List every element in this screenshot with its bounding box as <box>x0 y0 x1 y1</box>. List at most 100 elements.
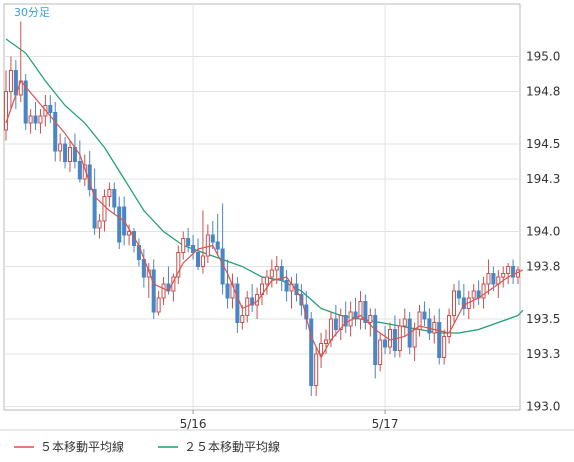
candle-body <box>112 189 117 208</box>
candle-body <box>269 269 274 278</box>
candle <box>48 95 53 123</box>
candle <box>102 189 107 232</box>
legend: ５本移動平均線 ２５本移動平均線 <box>14 439 280 454</box>
candle-body <box>205 234 210 257</box>
candle-body <box>67 147 73 162</box>
candle <box>200 210 205 274</box>
legend-label-ma25: ２５本移動平均線 <box>184 439 280 454</box>
y-tick-label: 195.0 <box>526 50 560 64</box>
candle <box>117 196 122 249</box>
candle-body <box>323 339 329 344</box>
candle <box>156 291 161 316</box>
candle <box>363 294 368 330</box>
candle <box>38 109 43 134</box>
x-tick-label: 5/17 <box>372 417 399 431</box>
candle-body <box>117 206 122 243</box>
candle-body <box>161 283 166 299</box>
candle-body <box>151 269 156 313</box>
candle-body <box>309 318 314 386</box>
candle-body <box>447 315 452 337</box>
candle-body <box>328 318 333 341</box>
candle-body <box>378 339 383 365</box>
candle <box>250 284 255 312</box>
candle-body <box>131 231 137 246</box>
candle <box>195 238 201 270</box>
candle-body <box>402 318 407 327</box>
candle-body <box>92 189 97 229</box>
candle <box>319 333 324 368</box>
candle <box>3 70 9 141</box>
candle-body <box>383 339 388 348</box>
candle <box>53 102 58 162</box>
candle-body <box>77 161 82 180</box>
candle-body <box>387 329 393 348</box>
candle <box>368 308 373 337</box>
candle-body <box>181 238 186 253</box>
candle <box>28 109 33 134</box>
candle-body <box>319 343 324 355</box>
candle-body <box>210 234 215 243</box>
candle <box>112 182 117 214</box>
candle-body <box>33 115 38 124</box>
candle-body <box>437 322 442 358</box>
candle <box>451 284 457 323</box>
timeframe-label: 30分足 <box>14 6 50 19</box>
candle <box>511 259 516 284</box>
candle <box>33 102 38 130</box>
candle-body <box>23 80 28 124</box>
candle-body <box>363 301 368 323</box>
candle-body <box>417 311 422 330</box>
candle-body <box>107 189 112 197</box>
candles <box>3 21 521 396</box>
y-tick-label: 193.3 <box>526 347 560 361</box>
candle <box>373 308 378 379</box>
candle-body <box>186 238 191 246</box>
candle <box>97 214 102 239</box>
candle-body <box>343 315 348 327</box>
candle <box>471 284 476 309</box>
candle <box>58 133 63 162</box>
candle <box>264 270 269 295</box>
candle <box>392 315 397 358</box>
candle <box>161 277 166 305</box>
candle <box>181 231 186 260</box>
candle <box>63 137 68 169</box>
y-tick-label: 193.0 <box>526 400 560 414</box>
candle-body <box>58 143 63 152</box>
y-tick-label: 194.3 <box>526 172 560 186</box>
candle-body <box>432 322 437 334</box>
candle <box>176 245 181 284</box>
candle-body <box>48 105 53 113</box>
candle <box>235 277 240 333</box>
candle <box>486 259 491 295</box>
candle-body <box>338 315 343 330</box>
y-tick-label: 194.0 <box>526 225 560 239</box>
candle-body <box>358 301 363 320</box>
x-axis-ticks: 5/16 5/17 <box>180 410 399 431</box>
candle-body <box>195 252 201 267</box>
candle-body <box>422 311 427 320</box>
candle-body <box>392 329 397 351</box>
y-tick-label: 194.8 <box>526 85 560 99</box>
candle <box>437 308 442 365</box>
candle <box>92 168 97 235</box>
candle <box>186 228 191 253</box>
candle <box>205 224 210 263</box>
y-axis-ticks: 195.0 194.8 194.5 194.3 194.0 193.8 193.5 193.3… <box>526 50 560 414</box>
candle <box>417 305 422 337</box>
candle-body <box>353 311 358 320</box>
candle-body <box>427 318 432 334</box>
candle-body <box>373 315 378 365</box>
candle-body <box>225 283 230 299</box>
candle <box>8 56 13 109</box>
x-tick-label: 5/16 <box>180 417 207 431</box>
candle-body <box>8 70 13 92</box>
candle-body <box>451 290 457 316</box>
y-tick-label: 193.8 <box>526 260 560 274</box>
candle-body <box>53 112 58 152</box>
candle <box>422 301 427 326</box>
candle <box>333 305 338 337</box>
candle <box>191 235 196 260</box>
candle-body <box>3 91 9 131</box>
candle <box>131 228 137 253</box>
